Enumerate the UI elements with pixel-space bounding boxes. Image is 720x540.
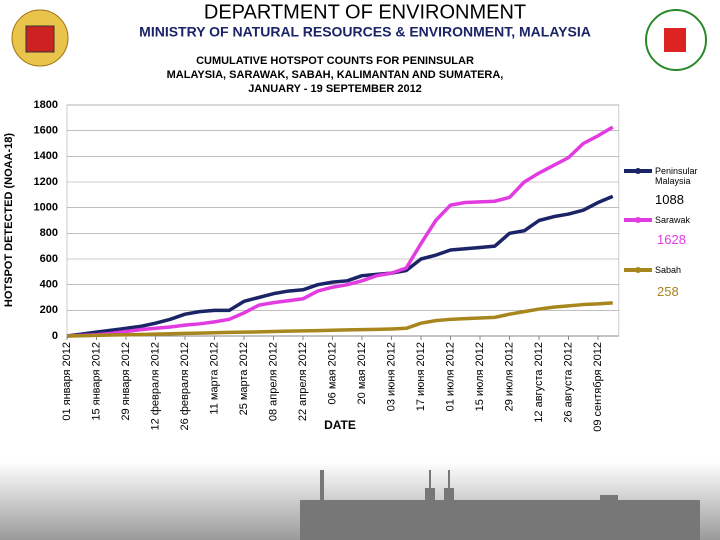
x-tick-label: 03 июня 2012 xyxy=(385,342,397,411)
header-subtitle: MINISTRY OF NATURAL RESOURCES & ENVIRONM… xyxy=(139,24,591,40)
y-tick-label: 1400 xyxy=(34,150,58,162)
x-tick-label: 08 апреля 2012 xyxy=(267,342,279,421)
y-tick-label: 1000 xyxy=(34,202,58,214)
skyline xyxy=(300,470,700,540)
end-value-label: 1088 xyxy=(655,192,684,207)
y-tick-label: 200 xyxy=(40,304,58,316)
x-tick-label: 20 мая 2012 xyxy=(356,342,368,404)
chart-title: CUMULATIVE HOTSPOT COUNTS FOR PENINSULAR… xyxy=(166,55,504,95)
x-tick-label: 06 мая 2012 xyxy=(326,342,338,404)
y-tick-label: 1200 xyxy=(34,176,58,188)
x-tick-label: 01 января 2012 xyxy=(61,342,73,421)
x-axis-label: DATE xyxy=(324,418,356,432)
x-tick-label: 15 июля 2012 xyxy=(474,342,486,411)
x-tick-label: 29 января 2012 xyxy=(120,342,132,421)
legend-label: Peninsular Malaysia xyxy=(655,166,698,186)
x-tick-label: 22 апреля 2012 xyxy=(297,342,309,421)
end-value-label: 258 xyxy=(657,284,679,299)
legend-label: Sabah xyxy=(655,265,682,275)
crest-logo xyxy=(11,9,69,67)
y-axis-label: HOTSPOT DETECTED (NOAA-18) xyxy=(3,133,15,308)
legend-marker xyxy=(635,168,641,174)
x-tick-label: 29 июля 2012 xyxy=(503,342,515,411)
legend-marker xyxy=(635,217,641,223)
header-title: DEPARTMENT OF ENVIRONMENT xyxy=(204,1,526,23)
x-tick-label: 26 февраля 2012 xyxy=(179,342,191,430)
y-tick-label: 0 xyxy=(52,330,58,342)
series-line xyxy=(66,194,614,338)
x-tick-label: 01 июля 2012 xyxy=(444,342,456,411)
series-line xyxy=(66,301,613,338)
legend-marker xyxy=(635,267,641,273)
x-tick-label: 25 марта 2012 xyxy=(238,342,250,415)
x-tick-label: 17 июня 2012 xyxy=(415,342,427,411)
x-tick-label: 12 февраля 2012 xyxy=(149,342,161,430)
x-tick-label: 15 января 2012 xyxy=(90,342,102,421)
y-tick-label: 400 xyxy=(40,279,58,291)
x-tick-label: 09 сентября 2012 xyxy=(592,342,604,432)
series-line xyxy=(66,125,614,338)
y-tick-label: 1800 xyxy=(34,99,58,111)
y-tick-label: 1600 xyxy=(34,125,58,137)
y-tick-label: 600 xyxy=(40,253,58,265)
y-tick-label: 800 xyxy=(40,227,58,239)
legend-label: Sarawak xyxy=(655,215,691,225)
x-tick-label: 26 августа 2012 xyxy=(562,342,574,423)
x-tick-label: 12 августа 2012 xyxy=(533,342,545,423)
end-value-label: 1628 xyxy=(657,232,686,247)
doe-logo xyxy=(645,9,707,71)
x-tick-label: 11 марта 2012 xyxy=(208,342,220,415)
